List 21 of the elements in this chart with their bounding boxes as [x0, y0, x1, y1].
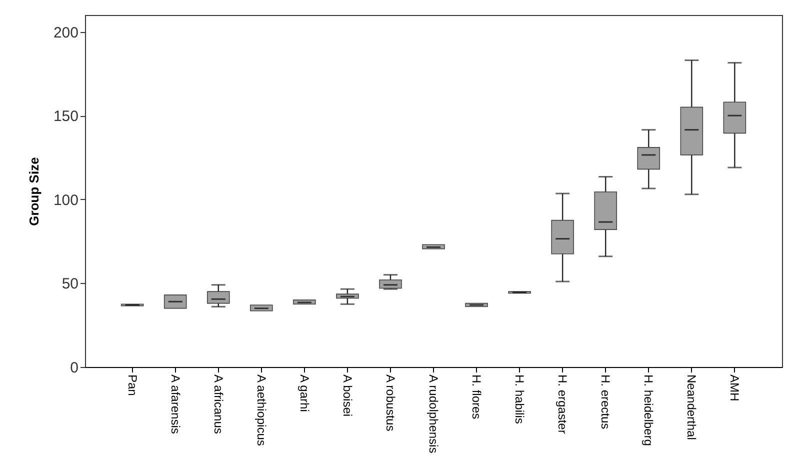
x-tick-label: A aethiopicus [254, 374, 268, 446]
y-tick-label: 50 [62, 276, 78, 293]
x-tick-label: H. habilis [512, 374, 527, 424]
x-tick-label: H. ergaster [556, 374, 570, 434]
x-tick-label: Neanderthal [684, 374, 699, 440]
y-tick-label: 100 [53, 192, 78, 209]
x-tick-label: A africanus [211, 374, 226, 434]
x-tick-label: H. erectus [598, 374, 613, 430]
x-tick-label: H. heidelberg [642, 374, 656, 446]
x-tick-label: A garhi [297, 374, 312, 412]
y-tick-label: 200 [53, 24, 78, 42]
x-tick-label: A robustus [383, 374, 398, 432]
x-tick-label: H. flores [470, 374, 484, 420]
x-tick-label: A rudolphensis [426, 374, 440, 454]
x-tick-label: AMH [728, 374, 742, 402]
x-tick-label: A boisei [340, 374, 354, 417]
y-tick-label: 150 [53, 108, 78, 126]
x-tick-label: Pan [125, 374, 140, 396]
y-axis-title: Group Size [26, 157, 42, 226]
y-tick-label: 0 [70, 360, 78, 376]
x-tick-label: A afarensis [168, 374, 182, 434]
